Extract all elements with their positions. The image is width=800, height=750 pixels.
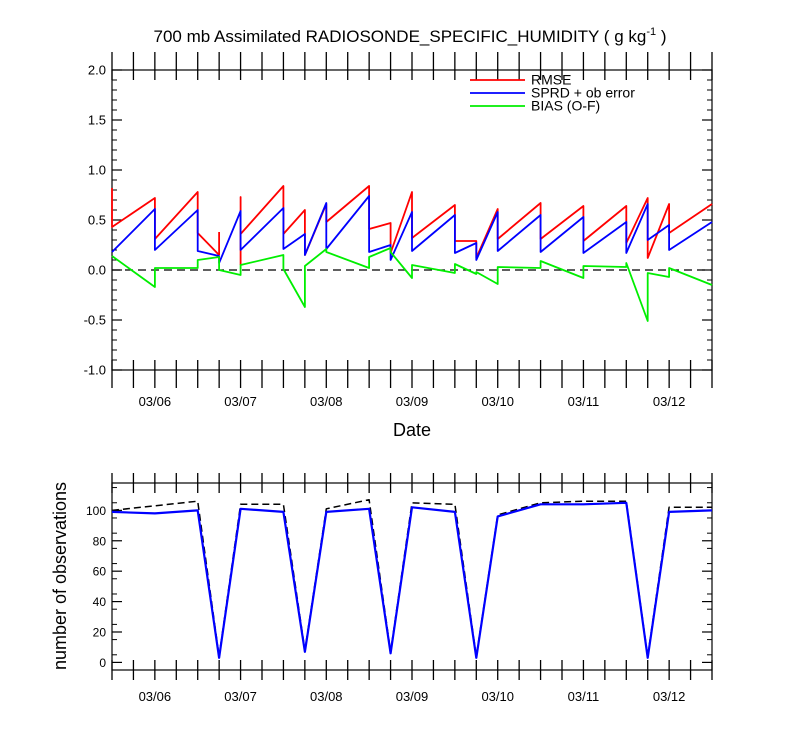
y-tick-label: 0 xyxy=(99,656,106,670)
chart-title-superscript: -1 xyxy=(646,26,656,38)
y-tick-label: 60 xyxy=(93,565,107,579)
bottom-yaxis-title: number of observations xyxy=(50,482,70,670)
x-tick-label: 03/08 xyxy=(310,689,343,704)
x-tick-label: 03/07 xyxy=(224,394,257,409)
x-tick-label: 03/10 xyxy=(481,689,514,704)
y-tick-label: 40 xyxy=(93,595,107,609)
x-tick-label: 03/09 xyxy=(396,689,429,704)
series-line-rmse xyxy=(111,188,220,256)
y-tick-label: -0.5 xyxy=(84,313,106,328)
top-plot: -1.0 -0.5 0.0 0.5 1.0 1.5 2.0 03/06 03/07 03/08 03… xyxy=(84,52,713,409)
x-tick-label: 03/12 xyxy=(653,689,686,704)
y-tick-label: 2.0 xyxy=(88,63,106,78)
chart-title: 700 mb Assimilated RADIOSONDE_SPECIFIC_H… xyxy=(154,26,667,46)
chart-title-main: 700 mb Assimilated RADIOSONDE_SPECIFIC_H… xyxy=(154,27,647,46)
y-tick-label: 1.5 xyxy=(88,113,106,128)
x-tick-label: 03/06 xyxy=(139,394,172,409)
y-tick-label: 1.0 xyxy=(88,163,106,178)
series-line-sprd-ob-error xyxy=(111,195,713,264)
x-tick-label: 03/08 xyxy=(310,394,343,409)
y-tick-label: 80 xyxy=(93,534,107,548)
x-tick-label: 03/09 xyxy=(396,394,429,409)
y-tick-label: 20 xyxy=(93,625,107,639)
x-tick-label: 03/07 xyxy=(224,689,257,704)
observations-dashed-line xyxy=(111,498,712,658)
x-tick-label: 03/11 xyxy=(568,394,600,409)
x-tick-label: 03/06 xyxy=(139,689,172,704)
x-tick-label: 03/11 xyxy=(568,689,600,704)
series-line-bias-o-f xyxy=(111,247,713,322)
legend-label-rmse: RMSE xyxy=(531,72,571,88)
legend-label-bias-o-f: BIAS (O-F) xyxy=(531,98,600,114)
top-xaxis-title: Date xyxy=(393,420,431,440)
y-tick-label: 0.5 xyxy=(88,213,106,228)
observations-blue-line xyxy=(111,501,713,659)
legend-label-sprd-ob-error: SPRD + ob error xyxy=(531,85,635,101)
bottom-plot: 0 20 40 60 80 100 03/06 03/07 03/08 03/09 03/10 03/… xyxy=(86,473,713,704)
x-tick-label: 03/10 xyxy=(481,394,514,409)
chart-title-suffix: ) xyxy=(656,27,666,46)
y-tick-label: 0.0 xyxy=(88,263,106,278)
x-tick-label: 03/12 xyxy=(653,394,686,409)
y-tick-label: -1.0 xyxy=(84,363,106,378)
y-tick-label: 100 xyxy=(86,504,106,518)
